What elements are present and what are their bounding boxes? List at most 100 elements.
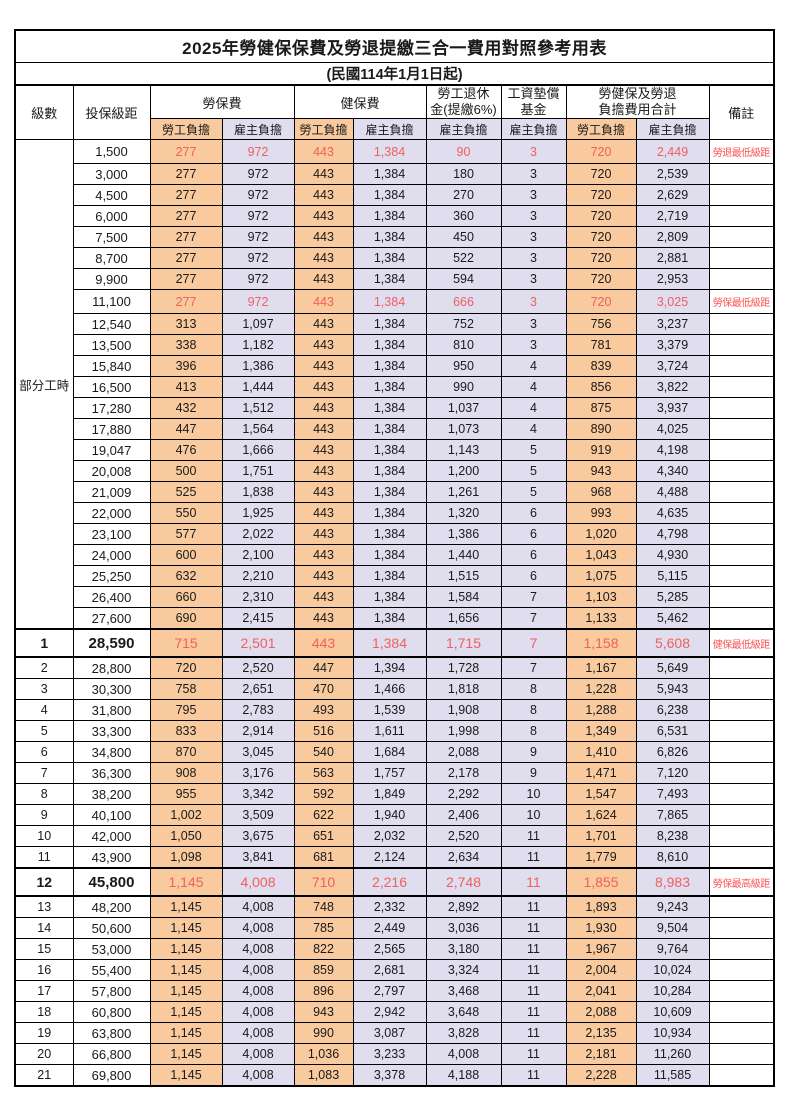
pension-employer-cell: 1,261 (425, 481, 502, 503)
note-cell (708, 565, 775, 587)
note-cell (708, 376, 775, 398)
health-employee-cell: 516 (293, 720, 354, 742)
bracket-cell: 21,009 (72, 481, 151, 503)
total-employer-cell: 9,504 (635, 917, 710, 939)
total-employee-cell: 2,135 (565, 1022, 637, 1044)
pension-employer-cell: 180 (425, 163, 502, 185)
pension-employer-cell: 4,008 (425, 1043, 502, 1065)
col-header-bracket: 投保級距 (72, 84, 151, 140)
total-employer-cell: 4,798 (635, 523, 710, 545)
note-cell (708, 1064, 775, 1087)
labor-employer-cell: 972 (221, 163, 295, 185)
table-row: 5 33,300 833 2,914 516 1,611 1,998 8 1,349 6,531 (14, 720, 775, 742)
bracket-cell: 24,000 (72, 544, 151, 566)
health-employer-cell: 2,332 (352, 895, 427, 918)
pension-employer-cell: 360 (425, 205, 502, 227)
labor-employee-cell: 833 (149, 720, 223, 742)
pension-employer-cell: 1,515 (425, 565, 502, 587)
level-cell: 17 (14, 980, 74, 1002)
level-cell: 15 (14, 938, 74, 960)
note-cell (708, 783, 775, 805)
labor-employer-cell: 972 (221, 289, 295, 314)
wage-fund-employer-cell: 6 (500, 544, 567, 566)
health-employee-cell: 943 (293, 1001, 354, 1023)
table-row: 24,000 600 2,100 443 1,384 1,440 6 1,043 4,930 (15, 544, 775, 566)
table-row: 19 63,800 1,145 4,008 990 3,087 3,828 11 2,135 10… (14, 1022, 775, 1044)
table-row: 6,000 277 972 443 1,384 360 3 720 2,719 (15, 205, 775, 227)
table-row: 20,008 500 1,751 443 1,384 1,200 5 943 4,340 (15, 460, 775, 482)
health-employee-cell: 493 (293, 699, 354, 721)
bracket-cell: 6,000 (72, 205, 151, 227)
labor-employee-cell: 277 (149, 139, 223, 164)
total-employer-cell: 10,284 (635, 980, 710, 1002)
pension-employer-cell: 2,088 (425, 741, 502, 763)
total-employee-cell: 839 (565, 355, 637, 377)
pension-employer-cell: 3,468 (425, 980, 502, 1002)
note-cell (708, 226, 775, 248)
table-row: 3,000 277 972 443 1,384 180 3 720 2,539 (15, 163, 775, 185)
pension-employer-cell: 90 (425, 139, 502, 164)
table-row: 2 28,800 720 2,520 447 1,394 1,728 7 1,167 5,649 (14, 656, 775, 679)
labor-employee-cell: 1,145 (149, 980, 223, 1002)
health-employer-cell: 3,378 (352, 1064, 427, 1087)
labor-employee-cell: 500 (149, 460, 223, 482)
bracket-cell: 26,400 (72, 586, 151, 608)
labor-employer-cell: 1,666 (221, 439, 295, 461)
level-cell: 1 (14, 628, 74, 658)
pension-employer-cell: 270 (425, 184, 502, 206)
level-cell: 12 (14, 867, 74, 897)
health-employee-cell: 443 (293, 586, 354, 608)
subheader-labor-employer: 雇主負擔 (221, 118, 295, 140)
total-employer-cell: 8,238 (635, 825, 710, 847)
col-header-pension-line2: 金(提繳6%) (430, 102, 497, 117)
labor-employer-cell: 3,841 (221, 846, 295, 869)
labor-employer-cell: 4,008 (221, 959, 295, 981)
note-cell (708, 804, 775, 826)
health-employer-cell: 1,394 (352, 656, 427, 679)
table-row: 8 38,200 955 3,342 592 1,849 2,292 10 1,547 7,493 (14, 783, 775, 805)
health-employee-cell: 990 (293, 1022, 354, 1044)
total-employer-cell: 3,237 (635, 313, 710, 335)
labor-employee-cell: 600 (149, 544, 223, 566)
labor-employer-cell: 2,100 (221, 544, 295, 566)
labor-employee-cell: 1,145 (149, 938, 223, 960)
health-employee-cell: 896 (293, 980, 354, 1002)
note-cell: 勞保最高級距 (708, 867, 775, 897)
health-employer-cell: 1,384 (352, 628, 427, 658)
labor-employer-cell: 1,444 (221, 376, 295, 398)
note-cell: 勞保最低級距 (708, 289, 775, 314)
total-employee-cell: 720 (565, 205, 637, 227)
title-row: 2025年勞健保保費及勞退提繳三合一費用對照參考用表 (14, 29, 775, 63)
col-header-note: 備註 (708, 84, 775, 140)
bracket-cell: 22,000 (72, 502, 151, 524)
total-employer-cell: 11,260 (635, 1043, 710, 1065)
health-employer-cell: 1,384 (352, 523, 427, 545)
total-employee-cell: 993 (565, 502, 637, 524)
health-employer-cell: 3,087 (352, 1022, 427, 1044)
bracket-cell: 8,700 (72, 247, 151, 269)
note-cell (708, 439, 775, 461)
wage-fund-employer-cell: 11 (500, 867, 567, 897)
table-row: 16,500 413 1,444 443 1,384 990 4 856 3,822 (15, 376, 775, 398)
health-employer-cell: 1,384 (352, 184, 427, 206)
header-row-sub: 勞工負擔 雇主負擔 勞工負擔 雇主負擔 雇主負擔 雇主負擔 勞工負擔 雇主負擔 (15, 118, 774, 140)
level-cell: 3 (14, 678, 74, 700)
labor-employee-cell: 1,145 (149, 1022, 223, 1044)
health-employee-cell: 443 (293, 226, 354, 248)
bracket-cell: 36,300 (72, 762, 151, 784)
health-employer-cell: 1,384 (352, 502, 427, 524)
labor-employee-cell: 1,145 (149, 1064, 223, 1087)
total-employee-cell: 1,349 (565, 720, 637, 742)
pension-employer-cell: 666 (425, 289, 502, 314)
total-employer-cell: 4,025 (635, 418, 710, 440)
health-employee-cell: 443 (293, 334, 354, 356)
total-employer-cell: 5,115 (635, 565, 710, 587)
total-employer-cell: 5,649 (635, 656, 710, 679)
total-employer-cell: 11,585 (635, 1064, 710, 1087)
col-header-total: 勞健保及勞退 負擔費用合計 (565, 84, 710, 119)
labor-employee-cell: 758 (149, 678, 223, 700)
level-cell: 6 (14, 741, 74, 763)
total-employer-cell: 3,379 (635, 334, 710, 356)
table-row: 17,880 447 1,564 443 1,384 1,073 4 890 4,025 (15, 418, 775, 440)
total-employee-cell: 720 (565, 139, 637, 164)
